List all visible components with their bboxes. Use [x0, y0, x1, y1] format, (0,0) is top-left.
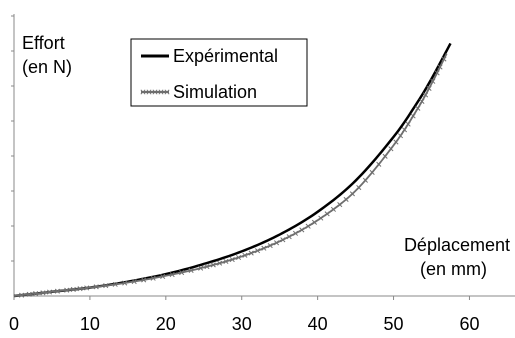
series-marker-simulation [242, 252, 248, 258]
y-axis-label-line-1: Effort [22, 33, 65, 53]
series-marker-simulation [223, 258, 229, 264]
series-marker-simulation [337, 202, 343, 208]
series-marker-simulation [33, 291, 39, 297]
x-tick-label: 0 [9, 314, 19, 334]
series-marker-simulation [299, 227, 305, 233]
series-marker-simulation [441, 56, 447, 62]
series-marker-simulation [423, 92, 429, 98]
series-marker-simulation [254, 248, 261, 254]
x-tick-label: 50 [384, 314, 404, 334]
series-marker-simulation [393, 139, 399, 145]
series-marker-simulation [280, 237, 286, 243]
series-marker-simulation [267, 243, 273, 249]
series-marker-simulation [229, 256, 235, 263]
series-marker-simulation [349, 191, 355, 197]
series-marker-simulation [292, 230, 299, 236]
series-marker-simulation [305, 223, 311, 229]
x-tick-label: 10 [80, 314, 100, 334]
series-marker-simulation [210, 262, 216, 268]
series-marker-simulation [376, 161, 382, 167]
legend-experimental-label: Expérimental [173, 46, 278, 66]
legend-simulation-marker [140, 89, 146, 95]
series-marker-simulation [273, 240, 280, 246]
legend-simulation-markers [140, 89, 170, 95]
series-marker-simulation [84, 285, 90, 291]
series-marker-simulation [405, 121, 411, 127]
series-marker-simulation [18, 292, 25, 298]
series-marker-simulation [93, 284, 99, 290]
series-marker-simulation [311, 219, 318, 225]
legend-simulation-marker [164, 89, 170, 95]
series-marker-simulation [54, 288, 60, 294]
x-tick-label: 40 [308, 314, 328, 334]
x-tick-label: 20 [156, 314, 176, 334]
x-tick-label: 30 [232, 314, 252, 334]
series-marker-simulation [150, 275, 156, 281]
series-marker-simulation [382, 153, 388, 159]
y-tick-marks [11, 15, 14, 262]
series-marker-simulation [415, 105, 421, 111]
series-marker-simulation [160, 273, 166, 279]
legend-box [130, 38, 308, 107]
series-marker-simulation [248, 250, 254, 256]
legend-simulation-marker [146, 89, 152, 95]
series-marker-simulation [198, 265, 204, 271]
series-marker-simulation [46, 289, 53, 295]
series-marker-simulation [330, 206, 337, 212]
series-marker-simulation [401, 127, 408, 133]
series-marker-simulation [26, 291, 32, 297]
series-marker-simulation [362, 177, 368, 183]
series-marker-simulation [434, 70, 440, 76]
series-marker-simulation [343, 196, 349, 203]
legend: Expérimental Simulation [130, 38, 308, 107]
series-marker-simulation [122, 280, 128, 286]
series-marker-simulation [261, 245, 267, 251]
series-marker-simulation [112, 281, 118, 287]
series-layer [13, 42, 452, 298]
series-marker-simulation [64, 287, 70, 293]
series-marker-simulation [369, 169, 375, 175]
legend-simulation-marker [152, 89, 158, 95]
series-marker-simulation [388, 146, 394, 152]
series-marker-simulation [430, 78, 436, 84]
series-marker-simulation [204, 264, 210, 270]
series-marker-simulation [217, 260, 223, 266]
x-axis-label: Déplacement (en mm) [404, 235, 510, 279]
legend-simulation-label: Simulation [173, 82, 257, 102]
series-marker-simulation [40, 290, 46, 296]
x-axis-ticks: 0 10 20 30 40 50 60 [9, 296, 479, 334]
series-marker-simulation [426, 85, 432, 92]
series-marker-simulation [188, 267, 194, 273]
series-marker-simulation [286, 234, 292, 240]
series-marker-simulation [324, 211, 330, 217]
series-marker-simulation [103, 283, 109, 289]
series-marker-simulation [70, 286, 76, 293]
x-axis-label-line-2: (en mm) [420, 259, 487, 279]
series-marker-simulation [236, 254, 242, 261]
series-marker-simulation [77, 286, 83, 292]
series-line-simulation [13, 53, 448, 297]
series-marker-simulation [356, 184, 362, 191]
series-marker-simulation [318, 215, 324, 221]
series-marker-simulation [141, 277, 147, 283]
series-marker-simulation [397, 133, 404, 139]
x-axis-label-line-1: Déplacement [404, 235, 510, 255]
series-marker-simulation [169, 271, 175, 278]
y-axis-label-line-2: (en N) [22, 57, 72, 77]
series-marker-simulation [437, 64, 443, 70]
legend-simulation-marker [158, 89, 164, 95]
x-tick-label: 60 [459, 314, 479, 334]
y-axis-label: Effort (en N) [22, 33, 72, 77]
series-marker-simulation [410, 113, 416, 119]
series-marker-simulation [419, 98, 425, 104]
series-marker-simulation [179, 269, 185, 276]
series-marker-simulation [131, 278, 137, 285]
